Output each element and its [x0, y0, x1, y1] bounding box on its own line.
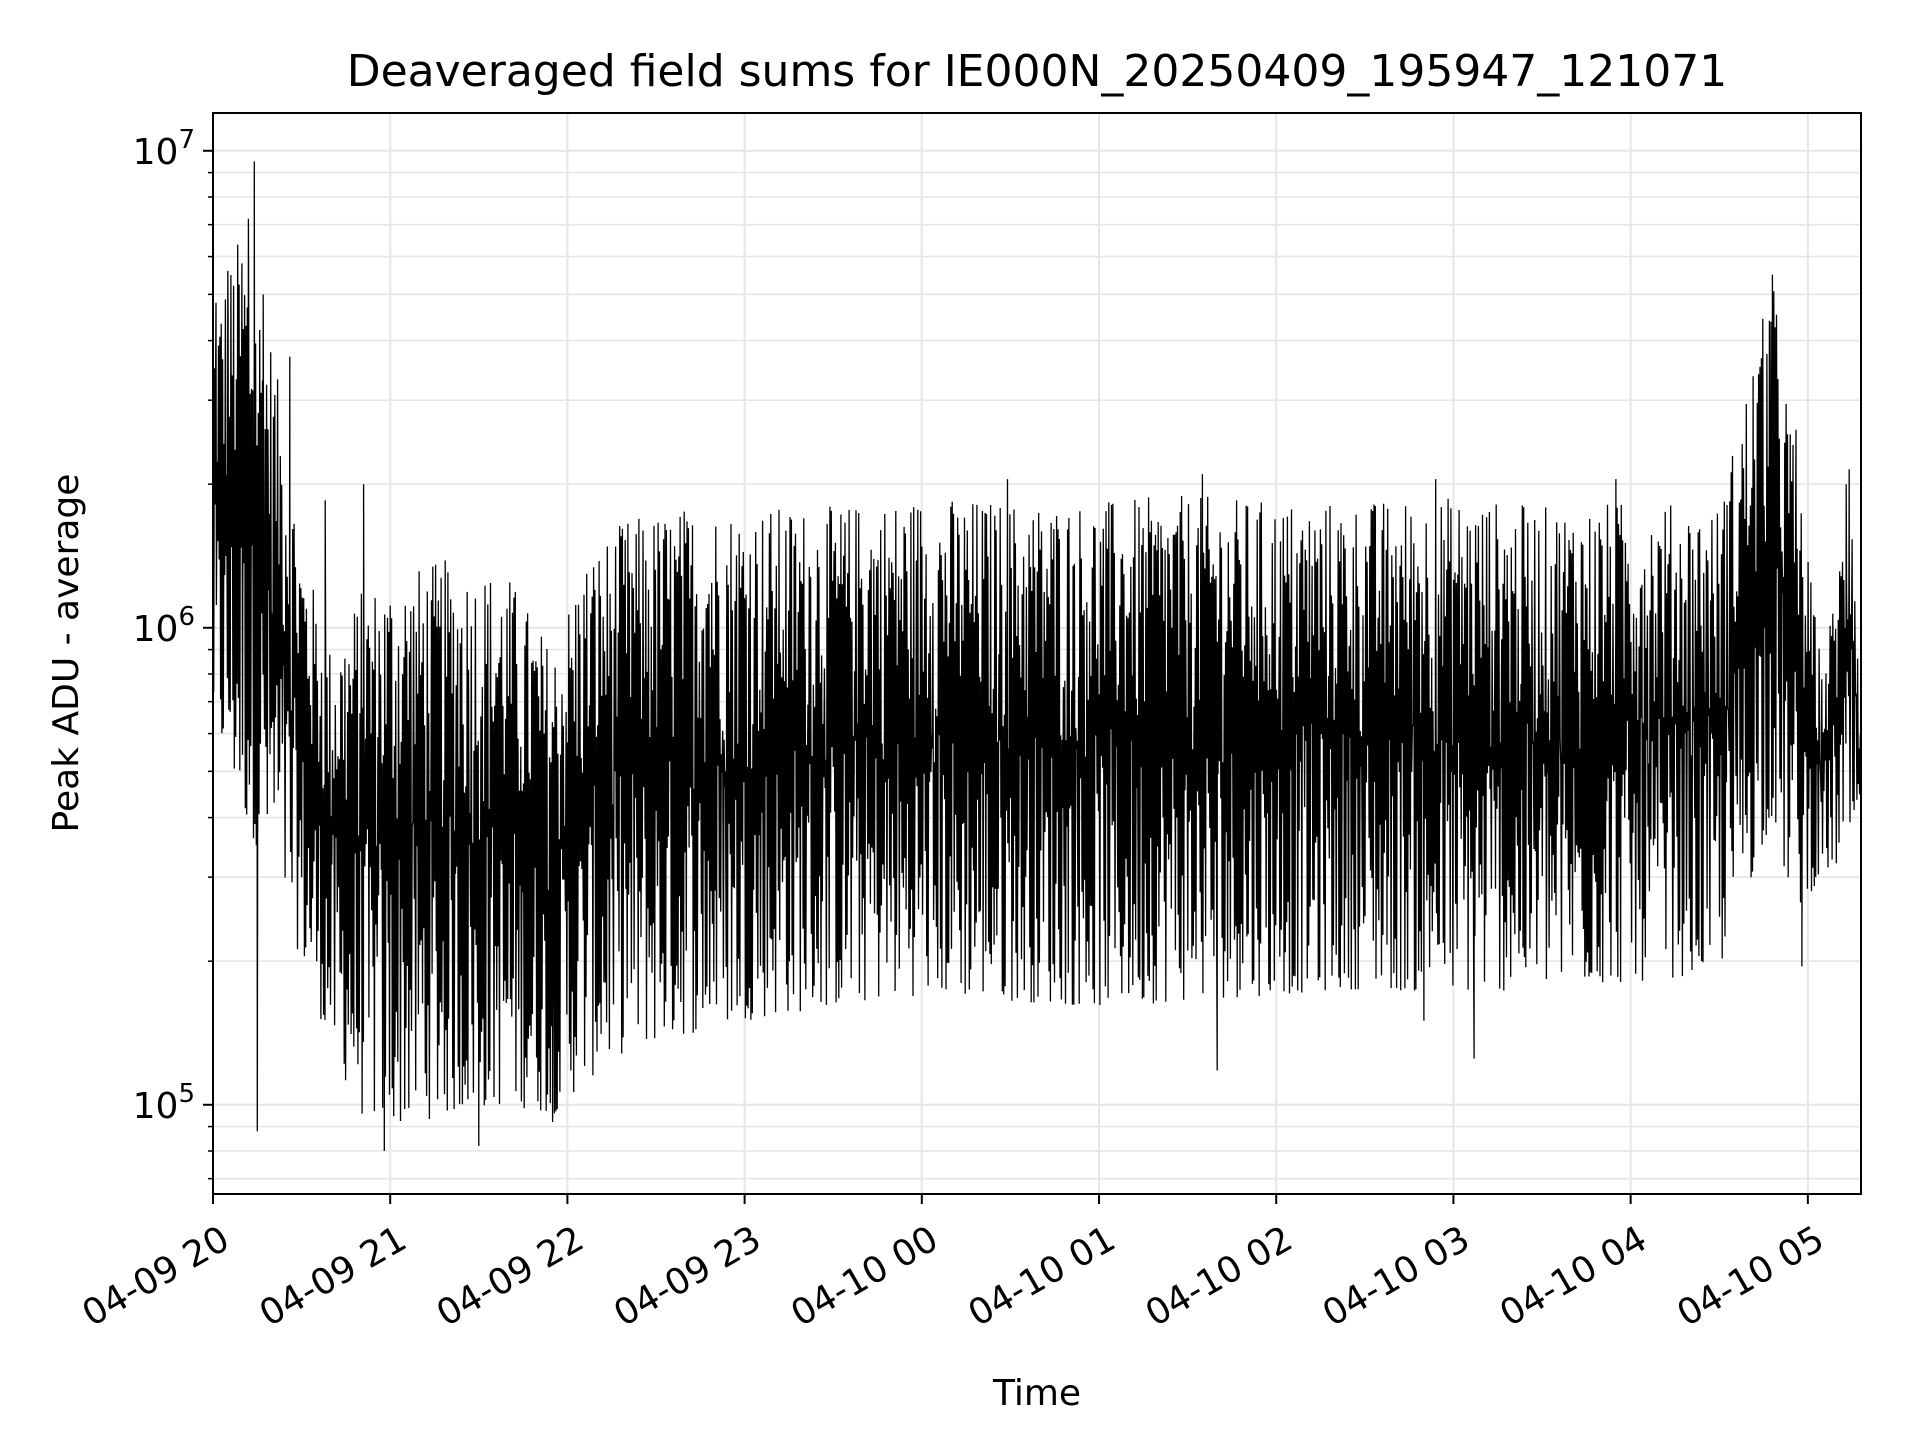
- y-tick-label: 107: [133, 125, 195, 173]
- axes-frame: [212, 112, 1862, 1195]
- y-axis-label: Peak ADU - average: [46, 474, 87, 833]
- y-tick-label: 106: [133, 602, 195, 650]
- chart-title: Deaveraged field sums for IE000N_2025040…: [347, 46, 1728, 97]
- y-axis: 105 106 107: [133, 125, 213, 1180]
- plot-area: [212, 161, 1862, 1152]
- series-line: [212, 161, 1862, 1152]
- y-tick-label: 105: [133, 1079, 195, 1127]
- x-axis-label: Time: [992, 1373, 1081, 1414]
